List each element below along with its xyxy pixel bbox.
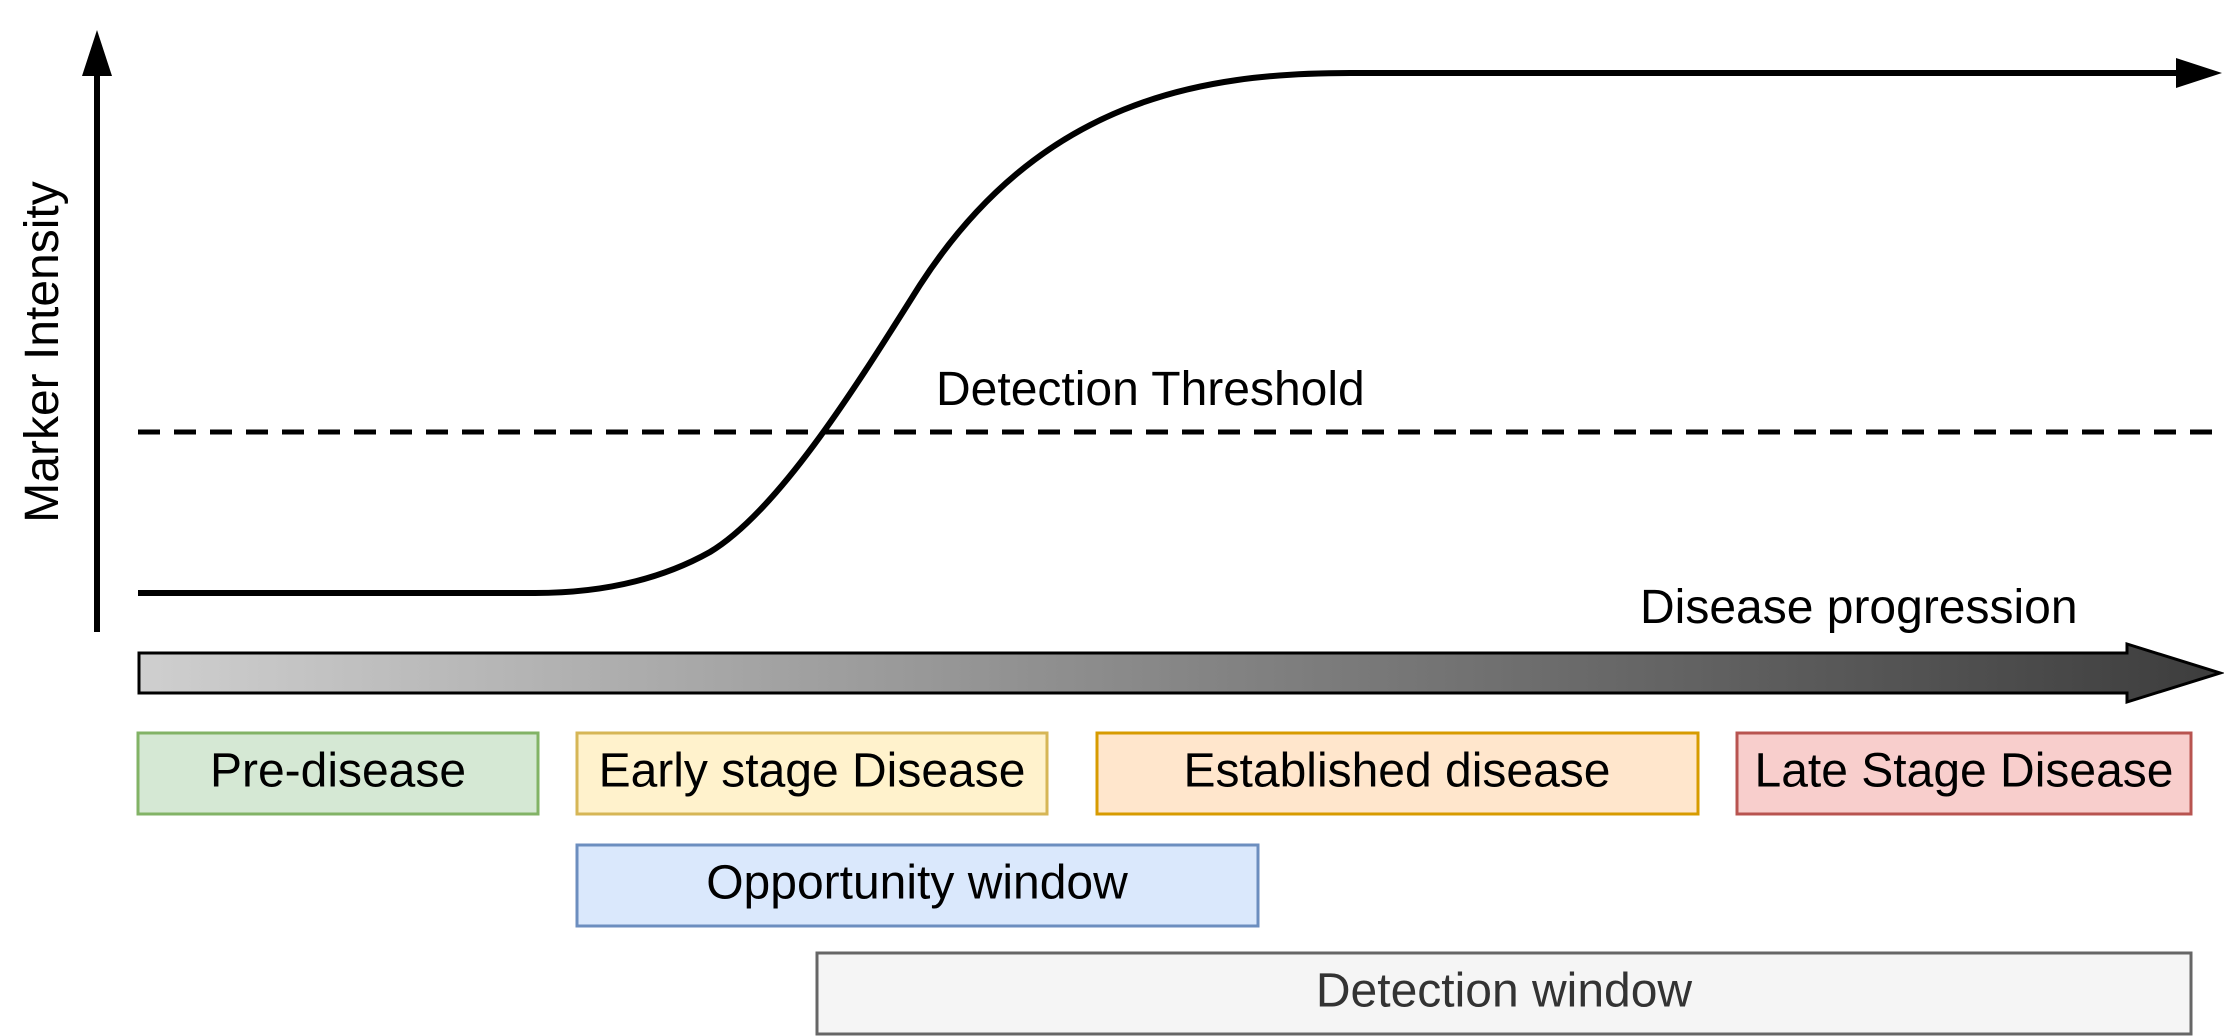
y-axis-arrowhead [82,30,112,76]
opportunity-window-box: Opportunity window [575,843,1260,928]
disease-progression-arrow [137,641,2224,705]
stage-box-late-stage-disease: Late Stage Disease [1735,731,2193,816]
window-label: Detection window [1316,965,1693,1018]
detection-threshold-label: Detection Threshold [936,363,1365,416]
marker-curve [138,58,2222,596]
window-label: Opportunity window [706,857,1128,910]
stage-box-pre-disease: Pre-disease [136,731,540,816]
y-axis-label: Marker Intensity [16,181,69,522]
disease-progression-label: Disease progression [1640,581,2078,634]
detection-window-box: Detection window [815,951,2193,1036]
stage-box-early-stage-disease: Early stage Disease [575,731,1049,816]
stage-box-established-disease: Established disease [1095,731,1700,816]
curve-arrowhead [2176,58,2222,88]
stage-label: Late Stage Disease [1755,745,2174,798]
y-axis [82,30,112,632]
stage-label: Early stage Disease [599,745,1026,798]
stage-label: Pre-disease [210,745,466,798]
stage-label: Established disease [1184,745,1611,798]
